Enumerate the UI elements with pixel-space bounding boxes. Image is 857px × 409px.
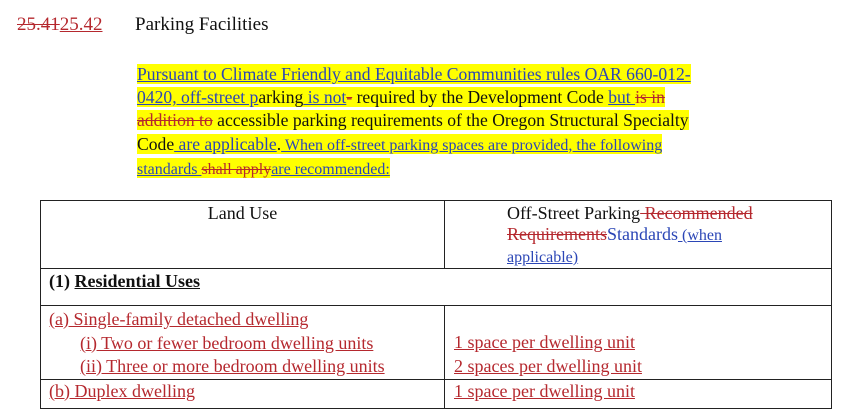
deleted-text: shall apply — [201, 160, 272, 178]
section-heading: 25.4125.42 Parking Facilities — [17, 14, 269, 36]
deleted-text: - — [346, 87, 353, 108]
inserted-text: is not — [303, 87, 347, 108]
table-header-row: Land Use Off-Street Parking Recommended R… — [40, 200, 832, 269]
inserted-text: are applicable — [174, 133, 277, 154]
plain-text: Off-Street Parking — [507, 203, 641, 223]
table-row: (a) Single-family detached dwelling (i) … — [40, 305, 832, 380]
section-number: 25.4125.42 — [17, 14, 135, 36]
deleted-section-number: 25.41 — [17, 14, 60, 35]
row-a-ii-requirement: 2 spaces per dwelling unit — [454, 355, 642, 376]
deleted-text: addition to — [137, 110, 213, 131]
paragraph-line-3: addition to accessible parking requireme… — [137, 109, 777, 132]
section-title: Parking Facilities — [135, 14, 269, 35]
plain-text: arking — [258, 87, 304, 108]
inserted-text: but — [608, 87, 636, 108]
plain-text: required by the Development Code — [352, 87, 609, 108]
row-a-title: (a) Single-family detached dwelling — [49, 309, 309, 329]
plain-text: accessible parking requirements of the O… — [212, 110, 689, 131]
parking-cell: 1 space per dwelling unit 2 spaces per d… — [444, 305, 832, 380]
land-use-cell: (a) Single-family detached dwelling (i) … — [40, 305, 445, 380]
inserted-text: Standards — [606, 224, 678, 244]
inserted-text: standards — [137, 160, 202, 178]
inserted-section-number: 25.42 — [59, 14, 103, 35]
section-row: (1) Residential Uses — [40, 268, 832, 306]
inserted-text: (when — [677, 227, 722, 244]
inserted-text: 0420, off-street p — [137, 87, 259, 108]
deleted-text: Recommended — [640, 203, 753, 223]
inserted-text: applicable) — [507, 249, 579, 266]
deleted-text: Requirements — [507, 224, 607, 244]
row-a-i-requirement: 1 space per dwelling unit — [454, 332, 635, 352]
header-land-use-label: Land Use — [207, 203, 278, 223]
paragraph-line-4: Code are applicable. When off-street par… — [137, 133, 777, 157]
paragraph-line-2: 0420, off-street parking is not- require… — [137, 86, 777, 109]
paragraph-line-1: Pursuant to Climate Friendly and Equitab… — [137, 63, 777, 86]
land-use-cell: (b) Duplex dwelling — [40, 378, 445, 409]
inserted-text: When off-street parking spaces are provi… — [281, 136, 663, 154]
parking-requirements-table: Land Use Off-Street Parking Recommended R… — [40, 200, 832, 409]
plain-text: . — [276, 133, 282, 154]
paragraph-line-5: standards shall applyare recommended: — [137, 157, 777, 181]
header-parking: Off-Street Parking Recommended Requiremen… — [444, 200, 832, 269]
section-number: (1) — [49, 271, 75, 291]
tracked-change-paragraph: Pursuant to Climate Friendly and Equitab… — [137, 63, 777, 181]
section-residential-uses: (1) Residential Uses — [40, 268, 832, 306]
parking-cell: 1 space per dwelling unit — [444, 378, 832, 409]
row-b-requirement: 1 space per dwelling unit — [454, 380, 635, 401]
row-a-ii: (ii) Three or more bedroom dwelling unit… — [80, 356, 385, 376]
inserted-text: are recommended: — [271, 160, 390, 178]
deleted-text: is in — [635, 87, 665, 108]
plain-text: Code — [137, 133, 175, 154]
section-title: Residential Uses — [74, 271, 201, 291]
table-row: (b) Duplex dwelling 1 space per dwelling… — [40, 378, 832, 409]
inserted-text: Pursuant to Climate Friendly and Equitab… — [137, 64, 691, 84]
row-b-title: (b) Duplex dwelling — [49, 380, 195, 401]
row-a-i: (i) Two or fewer bedroom dwelling units — [80, 332, 374, 353]
header-land-use: Land Use — [40, 200, 445, 269]
